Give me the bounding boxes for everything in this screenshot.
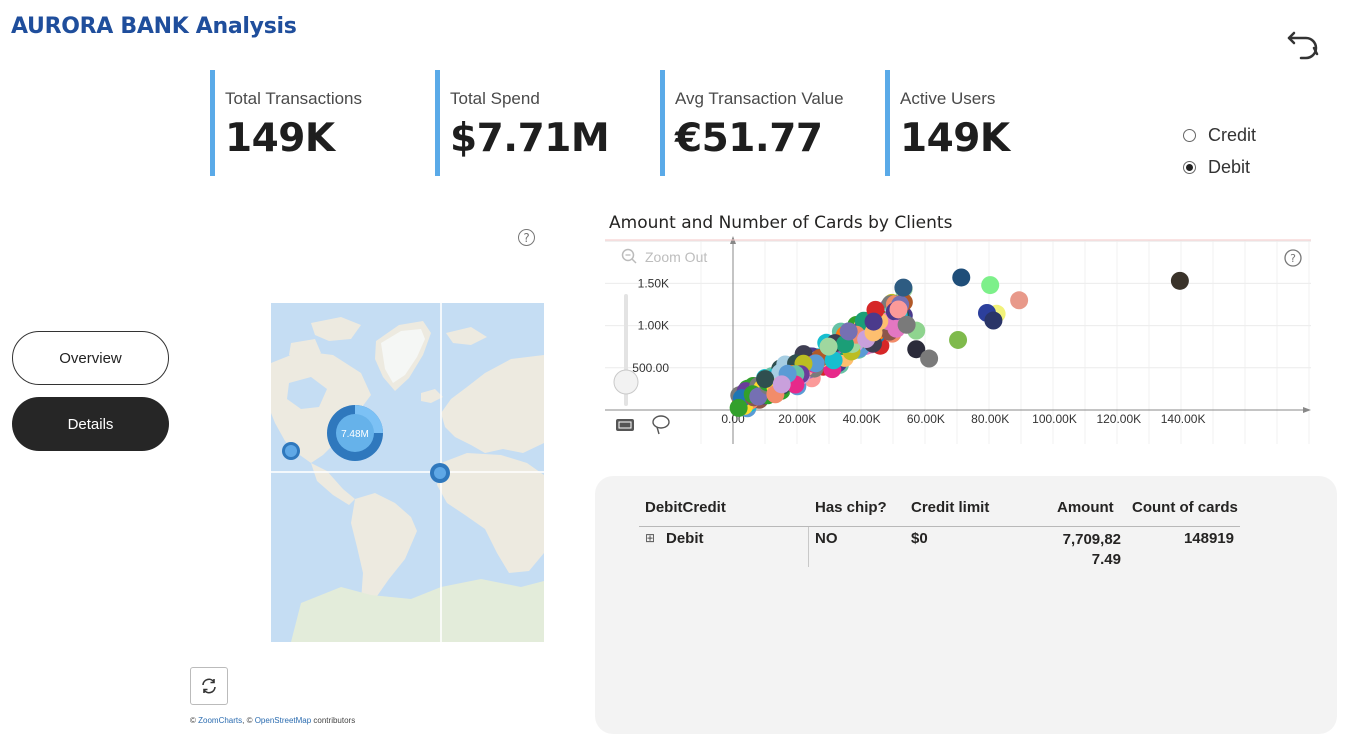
- lasso-icon[interactable]: [653, 416, 669, 434]
- radio-circle-icon[interactable]: [1183, 129, 1196, 142]
- scatter-point[interactable]: [1171, 272, 1189, 290]
- scatter-point[interactable]: [952, 268, 970, 286]
- x-tick-label: 20.00K: [778, 412, 816, 426]
- refresh-button[interactable]: [190, 667, 228, 705]
- scatter-point[interactable]: [1010, 291, 1028, 309]
- scatter-point[interactable]: [920, 350, 938, 368]
- x-tick-label: 40.00K: [843, 412, 881, 426]
- chart-title: Amount and Number of Cards by Clients: [609, 213, 952, 233]
- y-tick-label: 500.00: [632, 361, 669, 375]
- cell-count-of-cards: 148919: [1160, 530, 1234, 547]
- scatter-point[interactable]: [865, 313, 883, 331]
- kpi-active-users: Active Users 149K: [885, 70, 1090, 176]
- attribution-sep: , ©: [242, 716, 255, 725]
- col-header-debitcredit[interactable]: DebitCredit: [645, 499, 726, 516]
- attribution-suffix: contributors: [311, 716, 355, 725]
- scatter-point[interactable]: [894, 279, 912, 297]
- page-title: AURORA BANK Analysis: [11, 14, 297, 39]
- x-axis-arrow: [1303, 407, 1311, 413]
- col-header-amount[interactable]: Amount: [1057, 499, 1114, 516]
- map-bubbles: 7.48M: [271, 303, 544, 642]
- scatter-point[interactable]: [840, 322, 858, 340]
- kpi-label: Active Users: [900, 89, 995, 109]
- scatter-point[interactable]: [984, 312, 1002, 330]
- scatter-chart[interactable]: Zoom Out ? 0.00 20.00K 40.00K 60.00K 80.00K 1…: [605, 236, 1317, 448]
- zoom-out-button[interactable]: Zoom Out: [623, 249, 708, 265]
- table-column-divider: [808, 527, 809, 567]
- x-tick-label: 120.00K: [1096, 412, 1141, 426]
- chart-help-text: ?: [1290, 252, 1296, 265]
- col-header-credit-limit[interactable]: Credit limit: [911, 499, 989, 516]
- radio-debit[interactable]: Debit: [1183, 157, 1250, 178]
- cell-debitcredit: Debit: [666, 530, 704, 547]
- scatter-point[interactable]: [889, 300, 907, 318]
- kpi-value: 149K: [225, 116, 335, 161]
- kpi-total-transactions: Total Transactions 149K: [210, 70, 415, 176]
- kpi-label: Total Transactions: [225, 89, 362, 109]
- kpi-value: €51.77: [675, 116, 823, 161]
- details-button[interactable]: Details: [12, 397, 169, 451]
- x-tick-label: 140.00K: [1161, 412, 1206, 426]
- cell-has-chip: NO: [815, 530, 838, 547]
- y-tick-label: 1.50K: [638, 276, 669, 290]
- refresh-icon: [200, 677, 218, 695]
- kpi-label: Avg Transaction Value: [675, 89, 844, 109]
- y-tick-label: 1.00K: [638, 319, 669, 333]
- fit-view-icon[interactable]: [616, 419, 634, 431]
- scatter-point[interactable]: [949, 331, 967, 349]
- attribution-prefix: ©: [190, 716, 198, 725]
- x-tick-label: 60.00K: [907, 412, 945, 426]
- table-header-divider: [639, 526, 1240, 527]
- undo-icon[interactable]: [1284, 24, 1322, 64]
- world-map[interactable]: 7.48M: [271, 303, 544, 642]
- map-help-icon[interactable]: ?: [518, 229, 535, 246]
- col-header-has-chip[interactable]: Has chip?: [815, 499, 887, 516]
- cell-amount-line1: 7,709,82: [1040, 530, 1121, 550]
- radio-label: Debit: [1208, 157, 1250, 178]
- scatter-point[interactable]: [820, 338, 838, 356]
- kpi-value: 149K: [900, 116, 1010, 161]
- kpi-value: $7.71M: [450, 116, 609, 161]
- map-attribution: © ZoomCharts, © OpenStreetMap contributo…: [190, 716, 355, 725]
- expand-icon[interactable]: ⊞: [645, 531, 655, 545]
- col-header-count-of-cards[interactable]: Count of cards: [1132, 499, 1238, 516]
- overview-button[interactable]: Overview: [12, 331, 169, 385]
- cell-credit-limit: $0: [911, 530, 928, 547]
- y-zoom-slider[interactable]: [614, 294, 638, 406]
- cell-amount: 7,709,82 7.49: [1040, 530, 1121, 570]
- zoomcharts-link[interactable]: ZoomCharts: [198, 716, 242, 725]
- scatter-point[interactable]: [981, 276, 999, 294]
- kpi-avg-transaction-value: Avg Transaction Value €51.77: [660, 70, 865, 176]
- radio-credit[interactable]: Credit: [1183, 125, 1256, 146]
- scatter-point[interactable]: [898, 316, 916, 334]
- radio-label: Credit: [1208, 125, 1256, 146]
- scatter-point[interactable]: [756, 370, 774, 388]
- zoom-out-label: Zoom Out: [645, 249, 707, 265]
- cell-amount-line2: 7.49: [1040, 550, 1121, 570]
- scatter-point[interactable]: [773, 375, 791, 393]
- kpi-label: Total Spend: [450, 89, 540, 109]
- kpi-total-spend: Total Spend $7.71M: [435, 70, 640, 176]
- openstreetmap-link[interactable]: OpenStreetMap: [255, 716, 311, 725]
- x-tick-label: 100.00K: [1032, 412, 1077, 426]
- chart-help-icon[interactable]: ?: [1285, 250, 1301, 266]
- radio-selected-icon[interactable]: [1183, 161, 1196, 174]
- map-bubble-label: 7.48M: [341, 429, 369, 440]
- x-tick-label: 80.00K: [971, 412, 1009, 426]
- scatter-point[interactable]: [730, 399, 748, 417]
